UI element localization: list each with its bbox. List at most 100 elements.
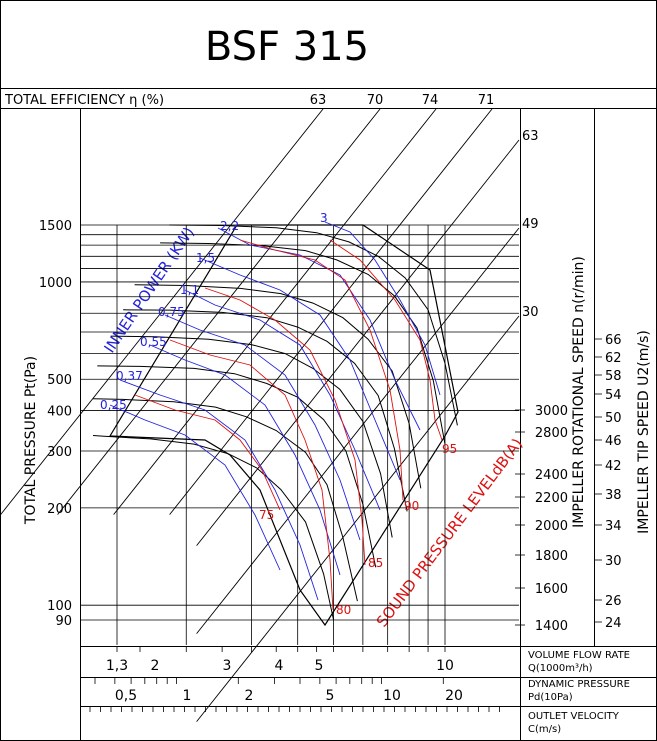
dynamic-tick-1: 1 <box>183 688 192 704</box>
inner-power-value-3: 0,75 <box>158 305 185 319</box>
flow-axis-label-line1: VOLUME FLOW RATE <box>528 650 630 661</box>
tip-tick-24: 24 <box>605 616 622 631</box>
inner-power-curve <box>217 227 421 431</box>
efficiency-line <box>196 315 520 722</box>
dynamic-tick-5: 5 <box>326 688 335 704</box>
tip-tick-34: 34 <box>605 519 622 534</box>
sound-curve <box>204 287 366 566</box>
speed-curves <box>92 224 459 627</box>
efficiency-line <box>196 227 520 634</box>
efficiency-right-label-63: 63 <box>522 129 539 144</box>
y-tick-400: 400 <box>47 405 72 420</box>
inner-power-value-0: 2,2 <box>220 219 239 233</box>
operating-envelope <box>108 224 459 627</box>
tip-tick-62: 62 <box>605 351 622 366</box>
inner-power-curve <box>149 344 341 576</box>
inner-power-value-1: 1,5 <box>196 251 215 265</box>
tip-tick-54: 54 <box>605 388 622 403</box>
tip-tick-26: 26 <box>605 594 622 609</box>
outlet-axis-label-line2: C(m/s) <box>528 724 561 735</box>
dynamic-axis-label-line2: Pd(10Pa) <box>528 692 573 703</box>
inner-power-value-4: 0,55 <box>140 335 167 349</box>
inner-power-value-6: 0,25 <box>100 398 127 412</box>
tip-tick-66: 66 <box>605 333 622 348</box>
flow-tick-4: 4 <box>275 658 284 674</box>
efficiency-header-value-63: 63 <box>310 93 327 108</box>
sound-curve <box>169 339 334 611</box>
sound-value-75: 75 <box>259 508 274 522</box>
tip-tick-42: 42 <box>605 459 622 474</box>
dynamic-axis-label-line1: DYNAMIC PRESSURE <box>528 679 630 690</box>
rotational-tick-1600: 1600 <box>535 582 568 597</box>
speed-curve-2400 <box>134 284 422 489</box>
dynamic-tick-10: 10 <box>383 688 401 704</box>
inner-power-curve <box>199 257 401 481</box>
chart-title: BSF 315 <box>205 24 369 70</box>
inner-power-curve <box>164 314 361 541</box>
efficiency-right-label-49: 49 <box>522 217 539 232</box>
inner-power-curve <box>119 379 319 601</box>
power-curves <box>109 221 441 601</box>
efficiency-line <box>113 108 437 515</box>
rotational-tick-2000: 2000 <box>535 519 568 534</box>
speed-curve-2000 <box>110 335 393 538</box>
sound-curve <box>239 239 404 501</box>
y-tick-200: 200 <box>47 502 72 517</box>
efficiency-header-value-70: 70 <box>367 93 384 108</box>
rotational-tick-1800: 1800 <box>535 549 568 564</box>
y-tick-300: 300 <box>47 445 72 460</box>
tip-tick-50: 50 <box>605 411 622 426</box>
rotational-tick-2400: 2400 <box>535 468 568 483</box>
sound-value-90: 90 <box>404 499 419 513</box>
flow-axis-label-line2: Q(1000m³/h) <box>528 663 593 674</box>
speed-curve-3000 <box>169 224 458 426</box>
efficiency-header-value-71: 71 <box>478 93 495 108</box>
speed-curve-1600 <box>92 398 358 602</box>
dynamic-tick-0-5: 0,5 <box>115 688 137 704</box>
rotational-speed-label: IMPELLER ROTATIONAL SPEED n(r/min) <box>571 256 587 528</box>
dynamic-tick-20: 20 <box>445 688 463 704</box>
sound-curve <box>329 239 443 441</box>
speed-curve-1800 <box>97 365 377 568</box>
rotational-tick-1400: 1400 <box>535 619 568 634</box>
outlet-axis-label-line1: OUTLET VELOCITY <box>528 711 620 722</box>
rotational-tick-2800: 2800 <box>535 426 568 441</box>
flow-tick-2: 2 <box>151 658 160 674</box>
y-tick-1000: 1000 <box>39 276 72 291</box>
efficiency-header-label: TOTAL EFFICIENCY η (%) <box>4 93 164 108</box>
value-labels: 2,2 1,5 1,1 0,75 0,55 0,37 0,25 3 75 80 85 90 95 <box>100 211 457 617</box>
tip-tick-46: 46 <box>605 434 622 449</box>
flow-tick-1,3: 1,3 <box>106 658 128 674</box>
y-tick-500: 500 <box>47 373 72 388</box>
efficiency-header-value-74: 74 <box>422 93 439 108</box>
efficiency-lines <box>0 108 520 722</box>
y-tick-100: 100 <box>47 599 72 614</box>
y-tick-1500: 1500 <box>39 219 72 234</box>
inner-power-value-2: 1,1 <box>180 283 199 297</box>
speed-curve-2200 <box>123 309 408 512</box>
sound-curve <box>134 394 281 511</box>
tip-tick-58: 58 <box>605 369 622 384</box>
inner-power-value-7: 3 <box>320 211 328 225</box>
speed-curve-1400 <box>92 435 335 621</box>
speed-curve-2800 <box>160 242 446 445</box>
efficiency-line <box>0 108 324 515</box>
y-tick-90: 90 <box>55 614 72 629</box>
efficiency-right-label-30: 30 <box>522 305 539 320</box>
dynamic-tick-2: 2 <box>245 688 254 704</box>
sound-curves <box>134 239 443 611</box>
inner-power-curve <box>109 404 281 571</box>
tip-tick-30: 30 <box>605 554 622 569</box>
inner-power-value-5: 0,37 <box>116 369 143 383</box>
sound-value-85: 85 <box>368 556 383 570</box>
flow-tick-10: 10 <box>436 658 454 674</box>
tip-speed-label: IMPELLER TIP SPEED U2(m/s) <box>636 330 652 534</box>
inner-power-curve <box>184 289 381 511</box>
rotational-tick-3000: 3000 <box>535 404 568 419</box>
flow-tick-3: 3 <box>223 658 232 674</box>
sound-value-80: 80 <box>336 603 351 617</box>
sound-value-95: 95 <box>442 442 457 456</box>
tip-tick-38: 38 <box>605 488 622 503</box>
